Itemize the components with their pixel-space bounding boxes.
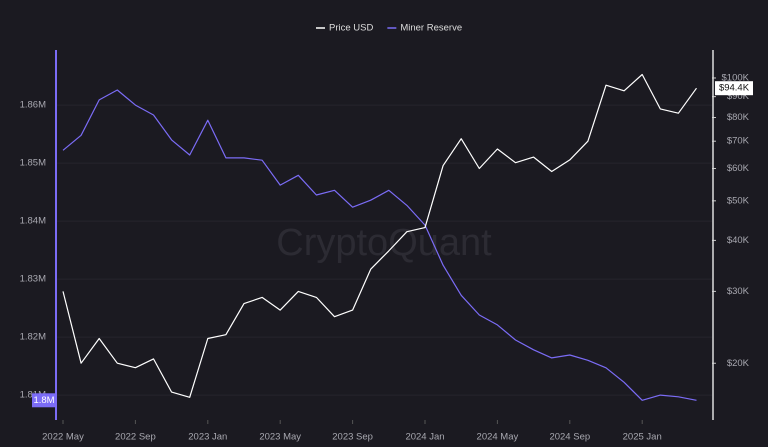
x-tick-label: 2023 Sep <box>332 432 373 443</box>
x-tick-label: 2022 Sep <box>115 432 156 443</box>
y2-tick-label: $80K <box>727 112 750 123</box>
series-line <box>62 73 697 398</box>
x-tick-label: 2024 Jan <box>405 432 444 443</box>
value-label: $94.4K <box>719 83 750 94</box>
legend-label: Price USD <box>329 23 373 34</box>
y2-tick-label: $90K <box>727 91 750 102</box>
x-tick-label: 2024 Sep <box>549 432 590 443</box>
y2-tick-label: $70K <box>727 136 750 147</box>
y2-tick-label: $100K <box>722 72 750 83</box>
x-tick-label: 2023 May <box>259 432 301 443</box>
y-tick-label: 1.86M <box>20 100 46 111</box>
y-tick-label: 1.84M <box>20 216 46 227</box>
y2-tick-label: $30K <box>727 286 750 297</box>
x-tick-label: 2023 Jan <box>188 432 227 443</box>
watermark: CryptoQuant <box>276 222 492 264</box>
value-label-box <box>715 81 753 96</box>
y2-tick-label: $40K <box>727 235 750 246</box>
y2-tick-label: $20K <box>727 358 750 369</box>
x-tick-label: 2024 May <box>477 432 519 443</box>
y-tick-label: 1.82M <box>20 332 46 343</box>
x-tick-label: 2025 Jan <box>623 432 662 443</box>
y-tick-label: 1.85M <box>20 158 46 169</box>
value-label-box <box>32 393 56 408</box>
value-label: 1.8M <box>33 395 54 406</box>
legend-label: Miner Reserve <box>400 23 462 34</box>
series-line <box>62 89 697 401</box>
y-tick-label: 1.83M <box>20 274 46 285</box>
y2-tick-label: $50K <box>727 195 750 206</box>
x-tick-label: 2022 May <box>42 432 84 443</box>
y2-tick-label: $60K <box>727 163 750 174</box>
